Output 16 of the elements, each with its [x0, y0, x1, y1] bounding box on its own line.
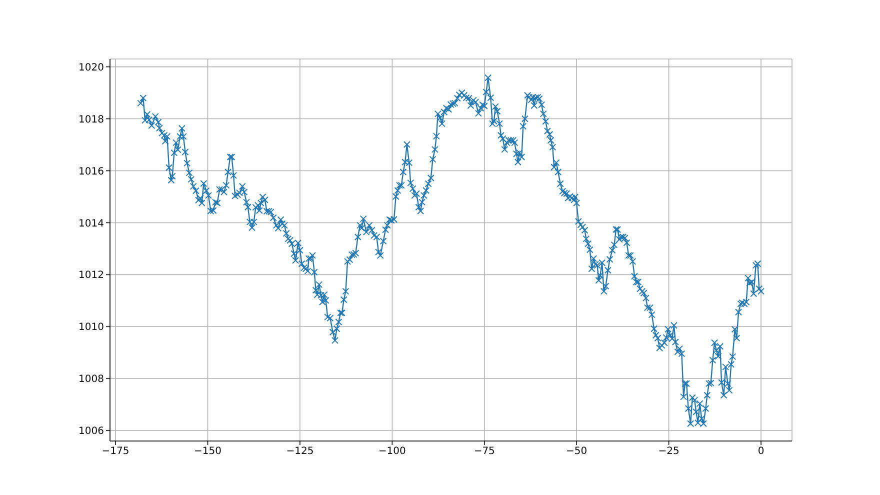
y-tick-label: 1020 [78, 62, 104, 74]
x-tick-label: −50 [566, 446, 588, 458]
x-tick-label: −125 [286, 446, 314, 458]
x-tick-label: −150 [194, 446, 222, 458]
x-tick-label: −25 [658, 446, 680, 458]
y-tick-label: 1014 [78, 218, 104, 230]
y-tick-label: 1012 [78, 270, 104, 282]
y-tick-label: 1016 [78, 166, 104, 178]
y-tick-label: 1008 [78, 374, 104, 386]
x-tick-label: −175 [102, 446, 130, 458]
y-tick-label: 1018 [78, 114, 104, 126]
y-tick-label: 1010 [78, 322, 104, 334]
x-tick-label: 0 [758, 446, 764, 458]
y-tick-label: 1006 [78, 426, 104, 438]
x-tick-label: −75 [474, 446, 495, 458]
x-tick-label: −100 [378, 446, 406, 458]
